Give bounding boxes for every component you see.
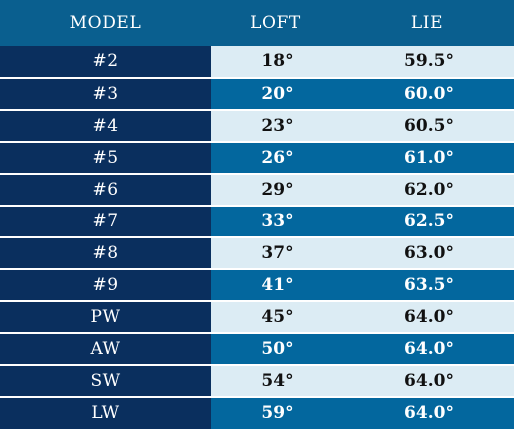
loft-cell: 50° xyxy=(211,333,340,367)
loft-cell: 29° xyxy=(211,173,340,207)
lie-value: 63.0° xyxy=(404,243,454,264)
lie-cell: 61.0° xyxy=(340,141,514,175)
lie-value: 64.0° xyxy=(404,403,454,424)
model-cell: LW xyxy=(0,396,211,429)
table-row: LW 59° 64.0° xyxy=(0,396,514,429)
table-row: PW 45° 64.0° xyxy=(0,301,514,335)
loft-value: 50° xyxy=(261,339,294,360)
lie-cell: 60.5° xyxy=(340,109,514,143)
lie-value: 59.5° xyxy=(404,51,454,72)
loft-value: 37° xyxy=(261,243,294,264)
loft-cell: 18° xyxy=(211,46,340,79)
lie-value: 60.5° xyxy=(404,115,454,136)
lie-cell: 62.5° xyxy=(340,205,514,239)
loft-cell: 45° xyxy=(211,301,340,335)
table-header-row: MODEL LOFT LIE xyxy=(0,0,514,46)
lie-value: 62.0° xyxy=(404,179,454,200)
table-row: AW 50° 64.0° xyxy=(0,333,514,367)
loft-value: 20° xyxy=(261,83,294,104)
table-row: #3 20° 60.0° xyxy=(0,77,514,111)
table-row: #5 26° 61.0° xyxy=(0,141,514,175)
model-cell: #7 xyxy=(0,205,211,239)
loft-cell: 41° xyxy=(211,269,340,303)
lie-value: 64.0° xyxy=(404,339,454,360)
model-cell: AW xyxy=(0,333,211,367)
lie-value: 62.5° xyxy=(404,211,454,232)
model-cell: SW xyxy=(0,365,211,398)
loft-cell: 59° xyxy=(211,396,340,429)
lie-cell: 60.0° xyxy=(340,77,514,111)
lie-cell: 64.0° xyxy=(340,301,514,335)
lie-cell: 64.0° xyxy=(340,365,514,398)
loft-cell: 33° xyxy=(211,205,340,239)
lie-value: 60.0° xyxy=(404,83,454,104)
loft-value: 54° xyxy=(261,371,294,392)
table-body: #2 18° 59.5° #3 20° 60.0° #4 23° 60.5° #5 26° 61.0°… xyxy=(0,46,514,429)
table-row: #6 29° 62.0° xyxy=(0,173,514,207)
model-cell: #4 xyxy=(0,109,211,143)
table-row: #4 23° 60.5° xyxy=(0,109,514,143)
loft-value: 26° xyxy=(261,147,294,168)
model-cell: PW xyxy=(0,301,211,335)
column-header-model: MODEL xyxy=(0,0,211,46)
model-cell: #2 xyxy=(0,46,211,79)
model-cell: #5 xyxy=(0,141,211,175)
lie-cell: 62.0° xyxy=(340,173,514,207)
loft-cell: 37° xyxy=(211,237,340,271)
table-row: #8 37° 63.0° xyxy=(0,237,514,271)
model-cell: #3 xyxy=(0,77,211,111)
lie-cell: 59.5° xyxy=(340,46,514,79)
loft-value: 41° xyxy=(261,275,294,296)
lie-cell: 63.5° xyxy=(340,269,514,303)
column-header-loft: LOFT xyxy=(211,0,340,46)
table-row: #2 18° 59.5° xyxy=(0,46,514,79)
lie-cell: 63.0° xyxy=(340,237,514,271)
loft-cell: 23° xyxy=(211,109,340,143)
table-row: SW 54° 64.0° xyxy=(0,365,514,398)
loft-value: 18° xyxy=(261,51,294,72)
model-cell: #9 xyxy=(0,269,211,303)
loft-value: 23° xyxy=(261,115,294,136)
lie-cell: 64.0° xyxy=(340,396,514,429)
column-header-lie: LIE xyxy=(340,0,514,46)
lie-value: 63.5° xyxy=(404,275,454,296)
loft-value: 33° xyxy=(261,211,294,232)
lie-value: 61.0° xyxy=(404,147,454,168)
model-cell: #6 xyxy=(0,173,211,207)
loft-cell: 26° xyxy=(211,141,340,175)
table-row: #7 33° 62.5° xyxy=(0,205,514,239)
model-cell: #8 xyxy=(0,237,211,271)
loft-value: 45° xyxy=(261,307,294,328)
table-row: #9 41° 63.5° xyxy=(0,269,514,303)
loft-value: 29° xyxy=(261,179,294,200)
loft-cell: 54° xyxy=(211,365,340,398)
loft-value: 59° xyxy=(261,403,294,424)
loft-cell: 20° xyxy=(211,77,340,111)
lie-value: 64.0° xyxy=(404,307,454,328)
lie-cell: 64.0° xyxy=(340,333,514,367)
lie-value: 64.0° xyxy=(404,371,454,392)
